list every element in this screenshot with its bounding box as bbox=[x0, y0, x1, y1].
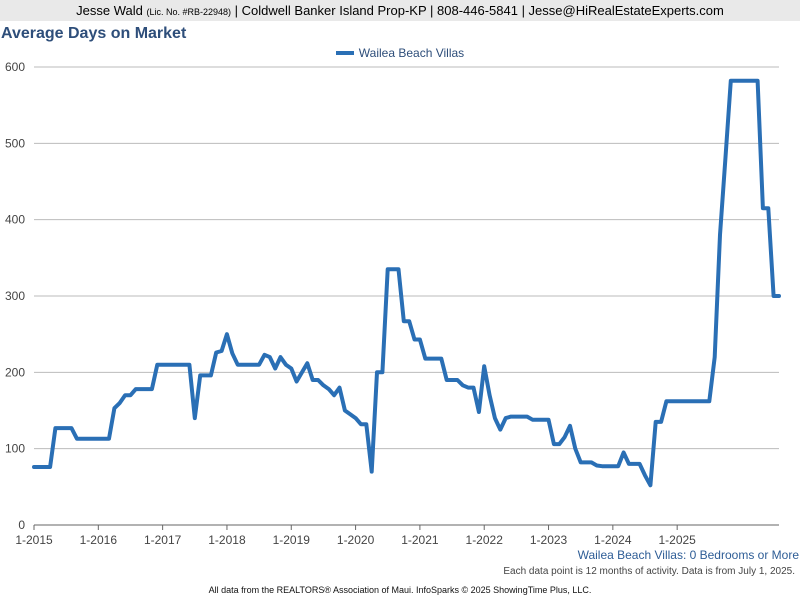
chart-title: Average Days on Market bbox=[1, 25, 187, 42]
license-number: (Lic. No. #RB-22948) bbox=[146, 7, 232, 17]
x-tick-label: 1-2020 bbox=[337, 533, 375, 547]
header-bar: Jesse Wald (Lic. No. #RB-22948) | Coldwe… bbox=[0, 0, 800, 21]
x-tick-label: 1-2019 bbox=[273, 533, 311, 547]
x-tick-label: 1-2025 bbox=[658, 533, 696, 547]
legend[interactable]: Wailea Beach Villas bbox=[0, 46, 800, 60]
legend-swatch bbox=[335, 50, 354, 55]
y-tick-label: 200 bbox=[5, 365, 25, 379]
x-tick-label: 1-2017 bbox=[144, 533, 182, 547]
x-tick-label: 1-2018 bbox=[208, 533, 246, 547]
x-tick-label: 1-2016 bbox=[80, 533, 118, 547]
grid-lines bbox=[34, 66, 779, 450]
x-tick-label: 1-2022 bbox=[466, 533, 504, 547]
y-axis: 0 100 200 300 400 500 600 bbox=[5, 60, 25, 532]
y-tick-label: 100 bbox=[5, 442, 25, 456]
y-tick-label: 400 bbox=[5, 213, 25, 227]
data-source: All data from the REALTORS® Association … bbox=[208, 585, 592, 595]
y-tick-label: 500 bbox=[5, 136, 25, 150]
x-tick-label: 1-2021 bbox=[401, 533, 439, 547]
series-line[interactable] bbox=[32, 78, 781, 488]
agent-details: | Coldwell Banker Island Prop-KP | 808-4… bbox=[234, 3, 724, 18]
x-axis: 1-2015 1-2016 1-2017 1-2018 1-2019 1-2020 1-20… bbox=[15, 524, 779, 547]
y-tick-label: 300 bbox=[5, 289, 25, 303]
series-description: Wailea Beach Villas: 0 Bedrooms or More bbox=[577, 548, 799, 562]
legend-label: Wailea Beach Villas bbox=[358, 46, 465, 60]
x-tick-label: 1-2024 bbox=[594, 533, 632, 547]
y-tick-label: 0 bbox=[18, 518, 25, 532]
x-tick-label: 1-2023 bbox=[530, 533, 568, 547]
y-tick-label: 600 bbox=[5, 60, 25, 74]
series-layer bbox=[32, 78, 781, 488]
activity-note: Each data point is 12 months of activity… bbox=[503, 566, 795, 577]
agent-name: Jesse Wald bbox=[76, 3, 143, 18]
x-tick-label: 1-2015 bbox=[15, 533, 53, 547]
